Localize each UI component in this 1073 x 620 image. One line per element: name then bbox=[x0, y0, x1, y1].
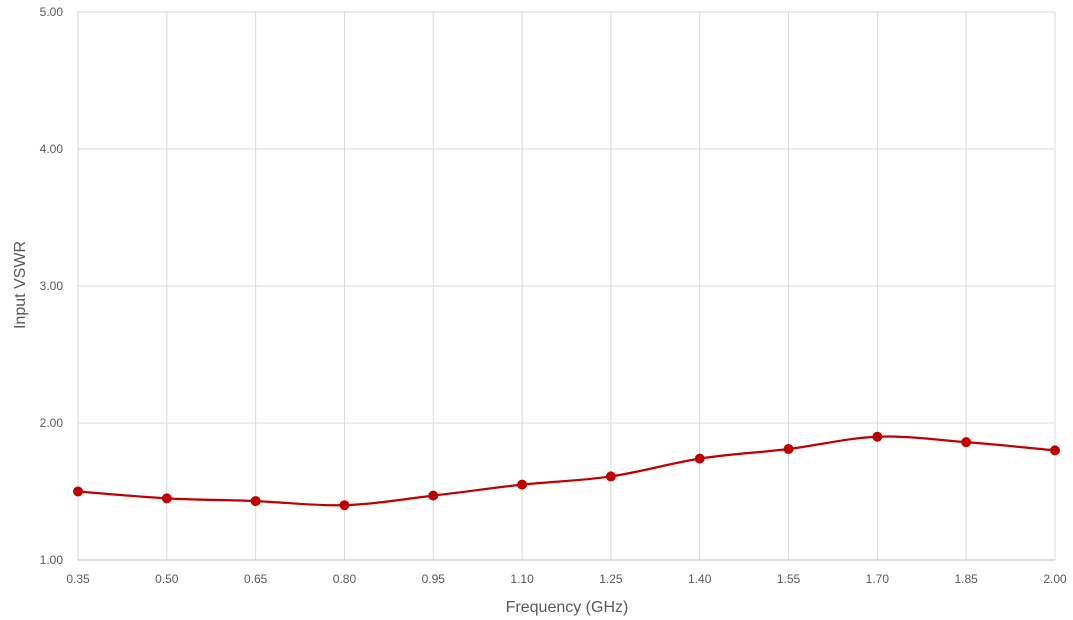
y-axis-title: Input VSWR bbox=[12, 241, 29, 329]
y-tick-label: 3.00 bbox=[40, 279, 64, 293]
data-point bbox=[694, 453, 705, 464]
data-point bbox=[250, 496, 261, 507]
x-axis-title: Frequency (GHz) bbox=[506, 599, 629, 616]
x-tick-label: 1.70 bbox=[866, 572, 890, 586]
data-point bbox=[73, 486, 83, 497]
series-layer bbox=[73, 431, 1060, 511]
x-tick-label: 0.95 bbox=[422, 572, 446, 586]
x-tick-label: 1.25 bbox=[599, 572, 623, 586]
x-tick-label: 1.85 bbox=[955, 572, 979, 586]
data-point bbox=[161, 493, 172, 504]
data-point bbox=[605, 471, 616, 482]
data-point bbox=[339, 500, 350, 511]
data-point bbox=[872, 431, 883, 442]
x-tick-label: 0.65 bbox=[244, 572, 268, 586]
x-tick-label: 1.10 bbox=[510, 572, 534, 586]
x-tick-label: 1.55 bbox=[777, 572, 801, 586]
series-line bbox=[77, 435, 1056, 507]
grid bbox=[77, 11, 1056, 561]
data-point bbox=[783, 444, 794, 455]
y-tick-label: 1.00 bbox=[40, 553, 64, 567]
data-point bbox=[517, 479, 528, 490]
y-tick-labels: 1.00 2.00 3.00 4.00 5.00 bbox=[40, 5, 64, 567]
x-tick-label: 1.40 bbox=[688, 572, 712, 586]
y-tick-label: 4.00 bbox=[40, 142, 64, 156]
x-tick-label: 0.35 bbox=[66, 572, 90, 586]
data-point bbox=[1050, 445, 1060, 456]
x-tick-label: 2.00 bbox=[1043, 572, 1067, 586]
y-tick-label: 2.00 bbox=[40, 416, 64, 430]
y-tick-label: 5.00 bbox=[40, 5, 64, 19]
data-point bbox=[428, 490, 439, 501]
x-tick-labels: 0.35 0.50 0.65 0.80 0.95 1.10 1.25 1.40 1.55 1.70… bbox=[66, 572, 1067, 586]
x-tick-label: 0.80 bbox=[333, 572, 357, 586]
x-tick-label: 0.50 bbox=[155, 572, 179, 586]
data-point bbox=[961, 437, 972, 448]
